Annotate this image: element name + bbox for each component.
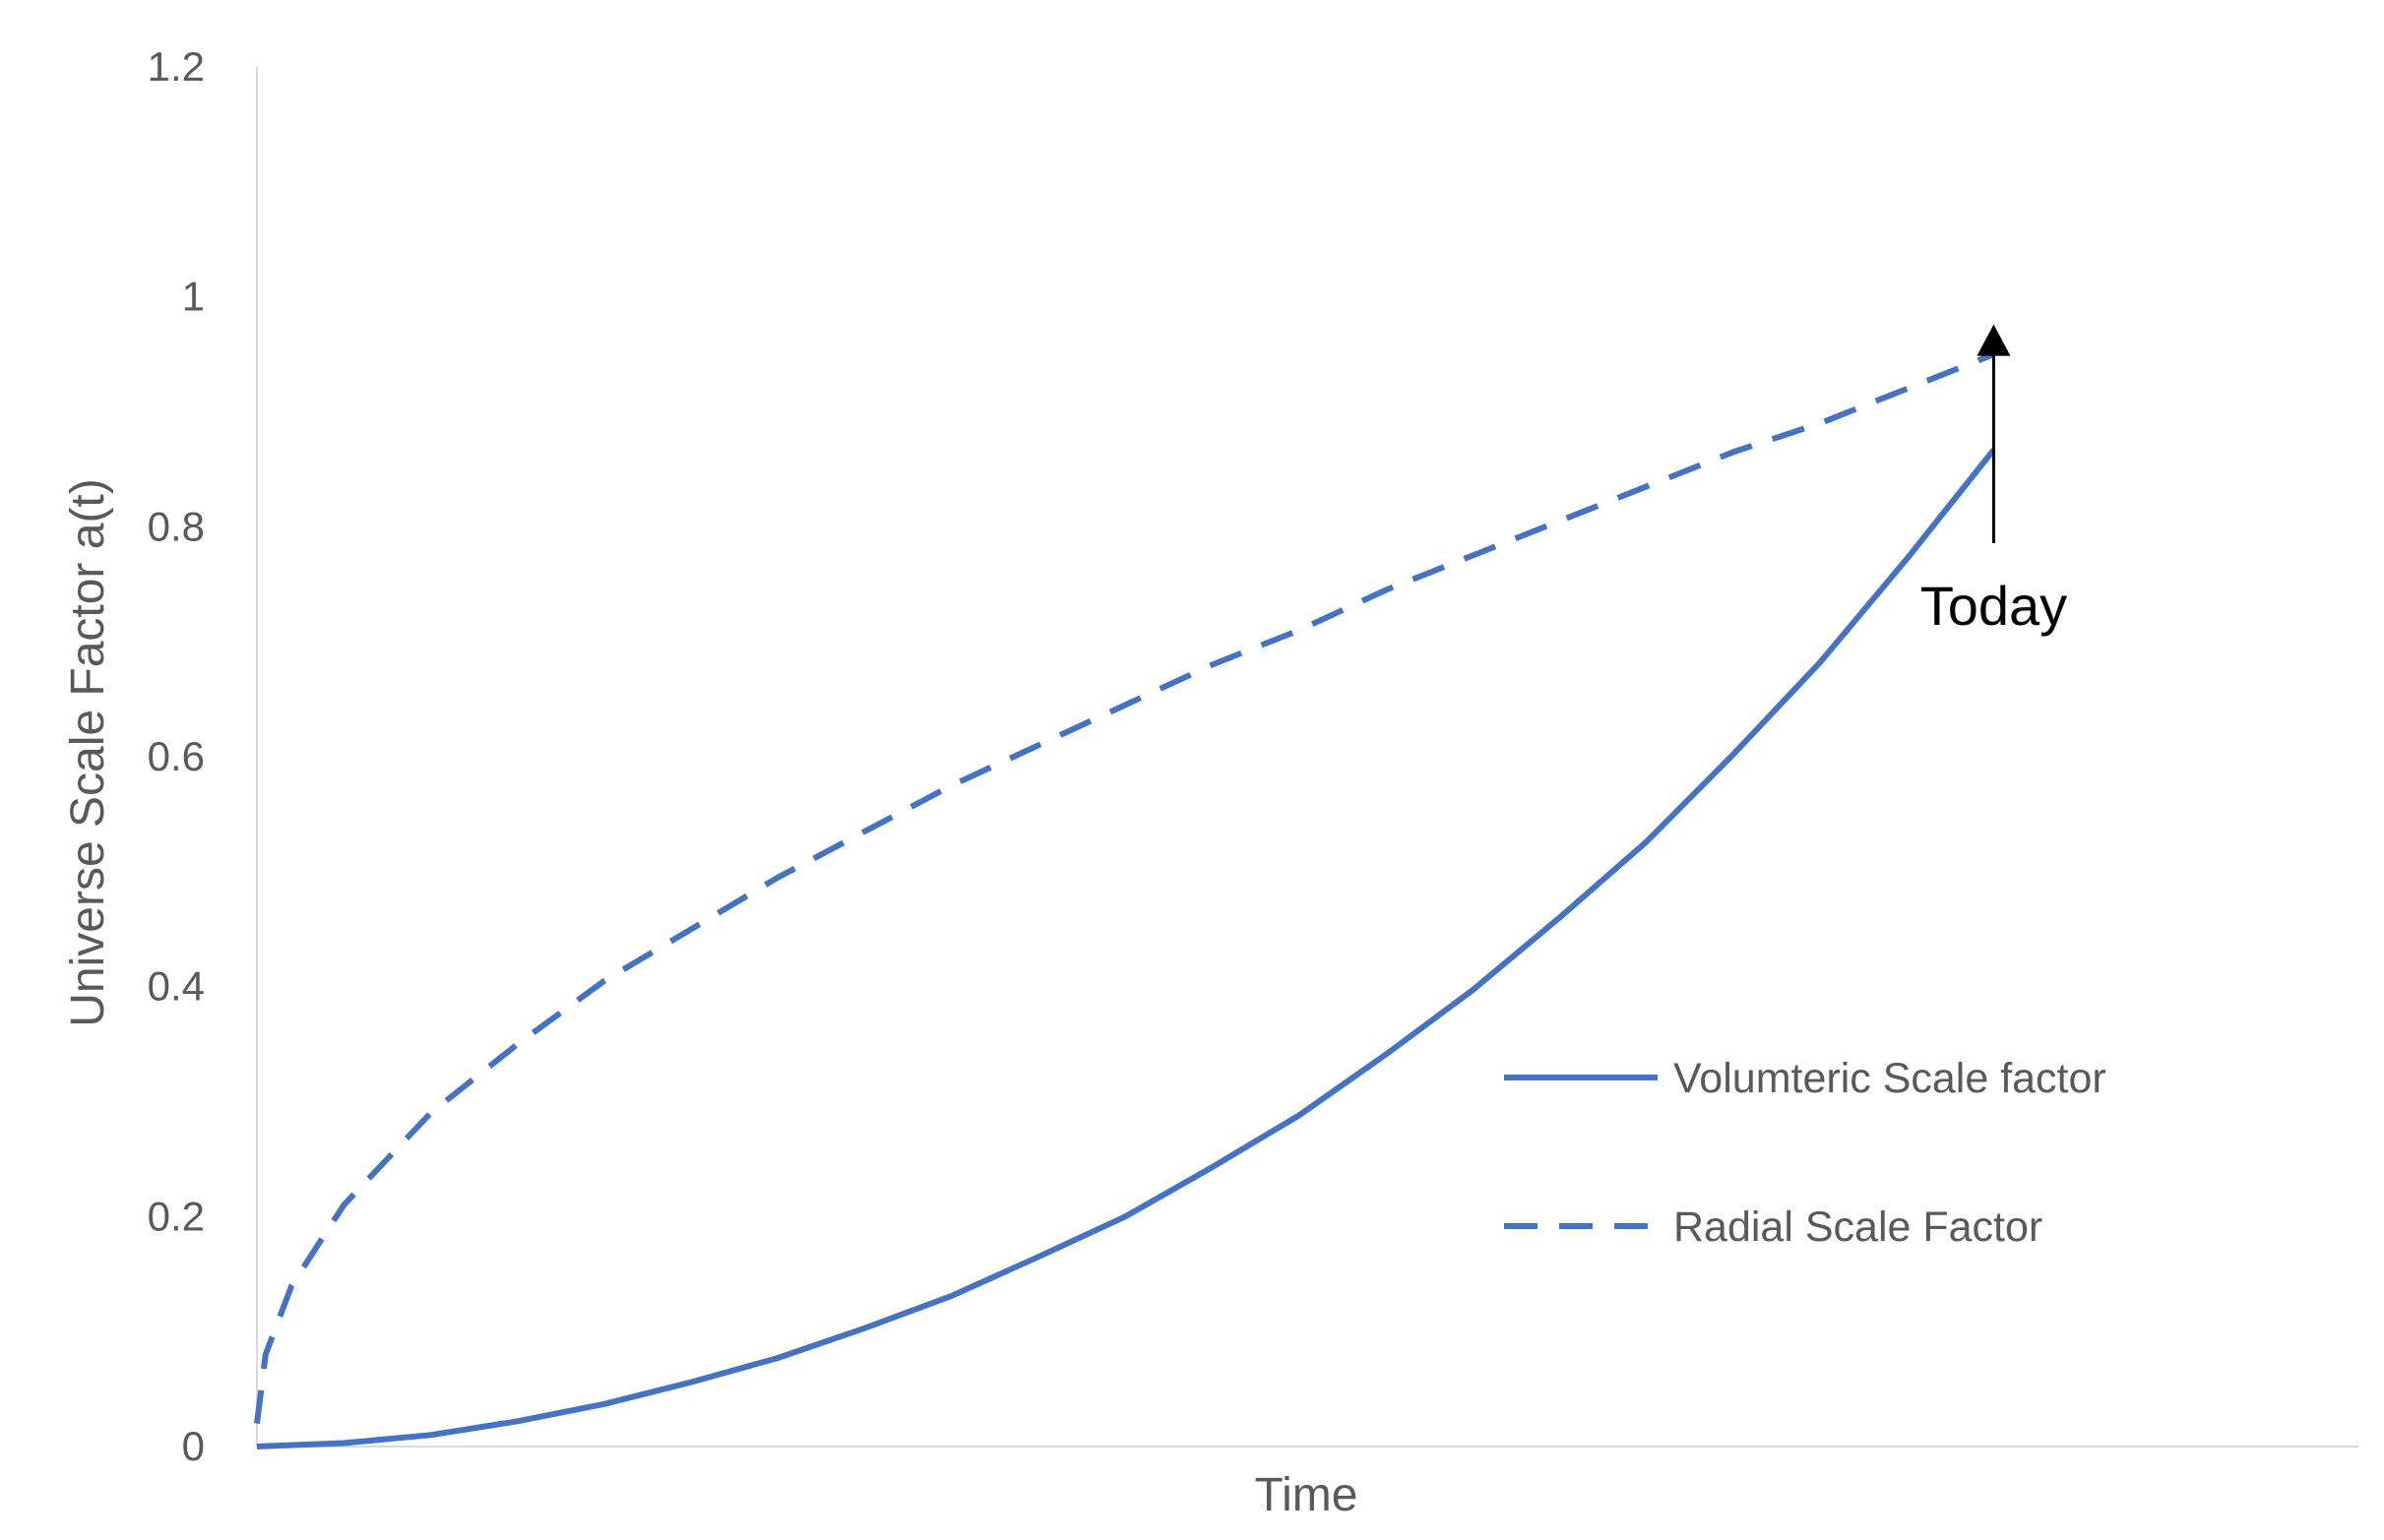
y-axis-title: Universe Scale Factor a(t): [62, 478, 114, 1027]
y-tick-label: 1.2: [148, 43, 205, 90]
legend-label-2: Radial Scale Factor: [1673, 1203, 2042, 1251]
y-tick-label: 0.6: [148, 733, 205, 779]
legend-label-1: Volumteric Scale factor: [1673, 1055, 2106, 1102]
series-layer: [254, 351, 1996, 1449]
series-line-1: [256, 448, 1996, 1449]
legend: Volumteric Scale factor Radial Scale Fact…: [1504, 1055, 2106, 1251]
series-line-2: [254, 351, 1995, 1424]
y-tick-label: 0: [182, 1423, 205, 1469]
y-tick-label: 0.8: [148, 503, 205, 549]
annotations: Today: [1920, 324, 2067, 637]
annotation-arrowhead: [1976, 324, 2011, 356]
x-axis-title: Time: [1255, 1469, 1358, 1521]
y-tick-labels: 0 0.2 0.4 0.6 0.8 1 1.2: [148, 43, 205, 1469]
y-tick-label: 1: [182, 274, 205, 320]
y-tick-label: 0.4: [148, 963, 205, 1010]
annotation-label: Today: [1920, 575, 2067, 637]
y-tick-label: 0.2: [148, 1193, 205, 1239]
